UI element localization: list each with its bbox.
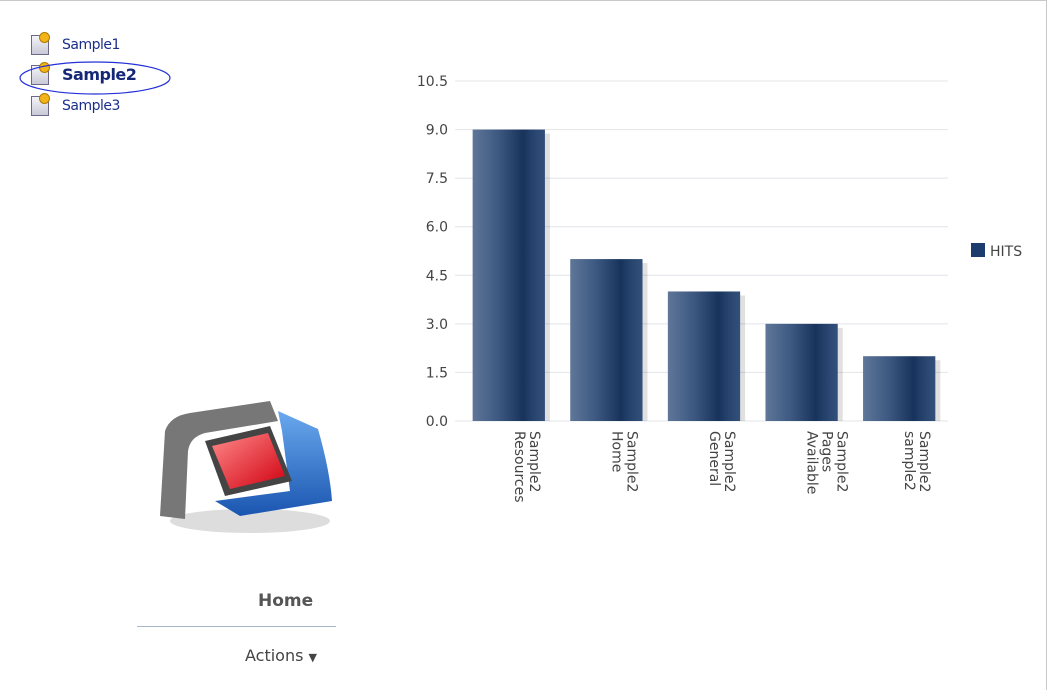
page-icon [31, 93, 50, 116]
page-icon [31, 62, 50, 85]
x-tick-label: Home Sample2 [608, 431, 639, 492]
bar-shine [472, 129, 545, 422]
y-tick-label: 10.5 [417, 74, 448, 90]
y-tick-label: 6.0 [426, 220, 448, 236]
actions-label: Actions [245, 646, 304, 665]
y-tick-label: 9.0 [426, 123, 448, 139]
divider [137, 626, 336, 627]
legend-label: HITS [990, 244, 1022, 260]
bar-shine [765, 323, 838, 421]
logo [160, 401, 332, 533]
bar-shine [667, 291, 741, 421]
bar-shine [570, 259, 643, 421]
selection-ring [19, 61, 171, 95]
link[interactable]: Sample3 [62, 98, 120, 114]
y-tick-label: 3.0 [426, 317, 448, 333]
link[interactable]: Sample1 [62, 37, 120, 53]
bar-shine [863, 356, 936, 421]
x-tick-label: General Sample2 [706, 431, 737, 492]
y-tick-label: 0.0 [426, 414, 448, 430]
x-tick-label: sample2 Sample2 [901, 431, 932, 495]
x-tick-label: Resources Sample2 [511, 431, 542, 507]
link[interactable]: Sample2 [62, 65, 137, 84]
nav-home[interactable]: Home [258, 591, 314, 611]
legend-swatch [971, 243, 985, 257]
y-tick-label: 7.5 [426, 171, 448, 187]
page-icon [31, 32, 50, 55]
x-tick-label: Available Pages Sample2 [804, 431, 850, 499]
y-tick-label: 4.5 [426, 268, 448, 284]
dropdown-arrow: ▼ [308, 651, 318, 664]
y-tick-label: 1.5 [426, 365, 448, 381]
actions-menu[interactable]: Actions ▼ [245, 646, 317, 665]
